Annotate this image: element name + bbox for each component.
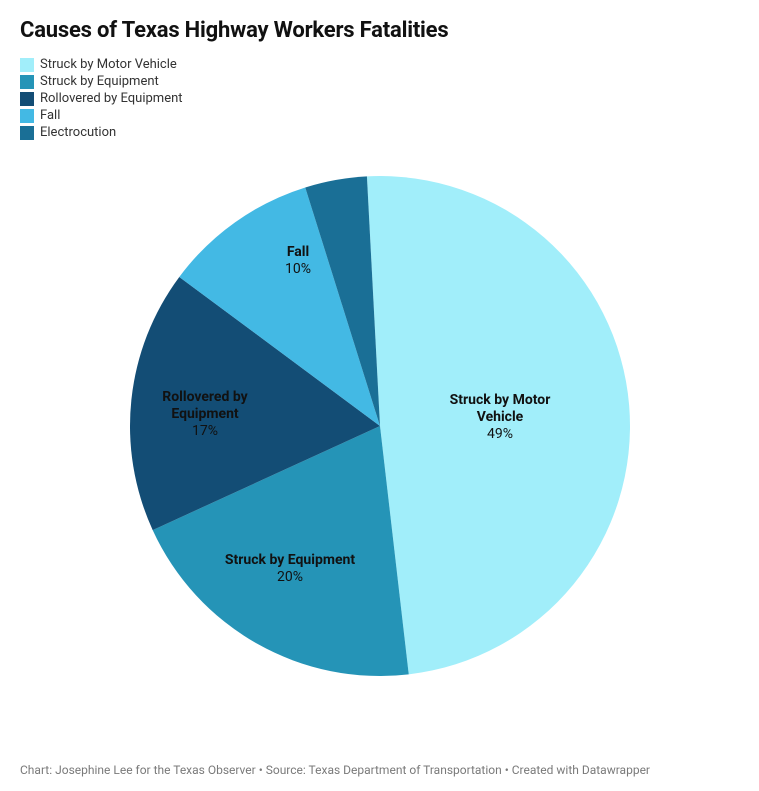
legend-label: Struck by Equipment bbox=[40, 74, 159, 89]
slice-label: Equipment bbox=[171, 406, 239, 422]
slice-value: 10% bbox=[285, 261, 311, 277]
slice-label: Struck by Equipment bbox=[225, 552, 356, 568]
slice-value: 17% bbox=[192, 423, 218, 439]
legend-item: Electrocution bbox=[20, 125, 739, 140]
slice-label: Struck by Motor bbox=[450, 392, 551, 408]
slice-label: Fall bbox=[287, 244, 309, 260]
legend-swatch bbox=[20, 58, 34, 72]
slice-label: Vehicle bbox=[477, 409, 524, 425]
legend-item: Rollovered by Equipment bbox=[20, 91, 739, 106]
legend-swatch bbox=[20, 92, 34, 106]
legend-label: Struck by Motor Vehicle bbox=[40, 57, 177, 72]
legend-item: Struck by Motor Vehicle bbox=[20, 57, 739, 72]
legend-item: Struck by Equipment bbox=[20, 74, 739, 89]
slice-value: 49% bbox=[487, 426, 513, 442]
legend-swatch bbox=[20, 109, 34, 123]
chart-title: Causes of Texas Highway Workers Fataliti… bbox=[20, 18, 739, 43]
legend-item: Fall bbox=[20, 108, 739, 123]
slice-label: Rollovered by bbox=[162, 389, 248, 405]
legend: Struck by Motor Vehicle Struck by Equipme… bbox=[20, 57, 739, 140]
pie-chart: Struck by MotorVehicle49% Struck by Equip… bbox=[20, 146, 739, 706]
chart-footer: Chart: Josephine Lee for the Texas Obser… bbox=[20, 763, 650, 777]
legend-swatch bbox=[20, 75, 34, 89]
legend-label: Electrocution bbox=[40, 125, 116, 140]
legend-label: Fall bbox=[40, 108, 60, 123]
legend-swatch bbox=[20, 126, 34, 140]
slice-label-group: Fall10% bbox=[285, 244, 311, 277]
legend-label: Rollovered by Equipment bbox=[40, 91, 183, 106]
slice-value: 20% bbox=[277, 569, 303, 585]
